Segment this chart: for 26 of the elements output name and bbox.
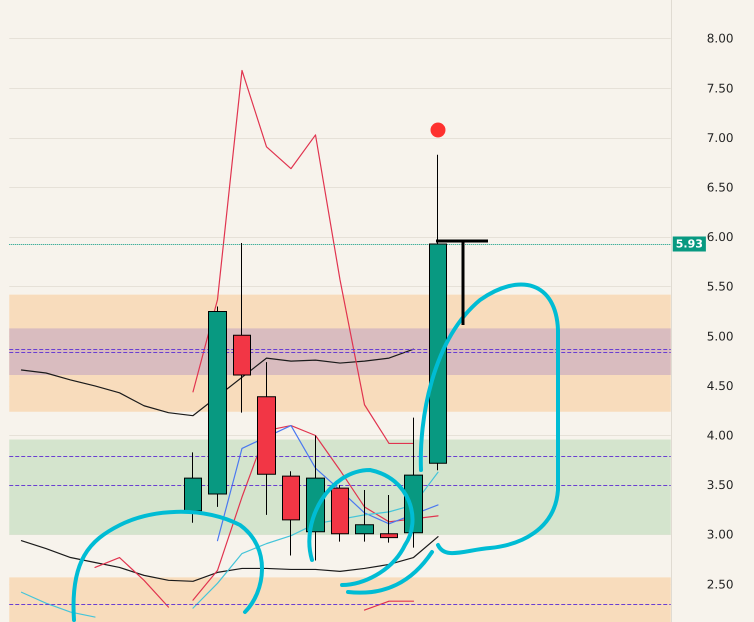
y-tick-label: 5.50 <box>706 280 734 294</box>
line-series <box>20 592 96 618</box>
line-series <box>20 536 439 582</box>
line-series <box>192 70 414 444</box>
y-tick-label: 4.00 <box>706 428 734 442</box>
y-tick-label: 7.00 <box>706 130 734 145</box>
candlestick <box>282 470 300 556</box>
candlestick <box>233 242 251 414</box>
candlestick <box>257 362 276 516</box>
candlestick <box>355 490 374 542</box>
line-series <box>94 556 170 608</box>
candlestick <box>184 452 202 524</box>
candlestick <box>380 494 398 544</box>
y-tick-label: 3.00 <box>706 528 734 542</box>
y-tick-label: 4.50 <box>706 378 734 393</box>
y-tick-label: 3.50 <box>706 478 734 492</box>
candlestick <box>331 484 349 542</box>
candlestick <box>208 306 227 508</box>
y-tick-label: 7.50 <box>706 81 734 96</box>
line-series <box>20 348 414 416</box>
ref-line-label: 5.93 <box>676 238 703 251</box>
y-tick-label: 8.00 <box>706 32 734 46</box>
y-tick-label: 6.50 <box>706 180 734 194</box>
y-tick-label: 6.00 <box>706 230 734 244</box>
y-tick-label: 5.00 <box>706 329 734 344</box>
y-tick-label: 2.50 <box>706 577 734 592</box>
